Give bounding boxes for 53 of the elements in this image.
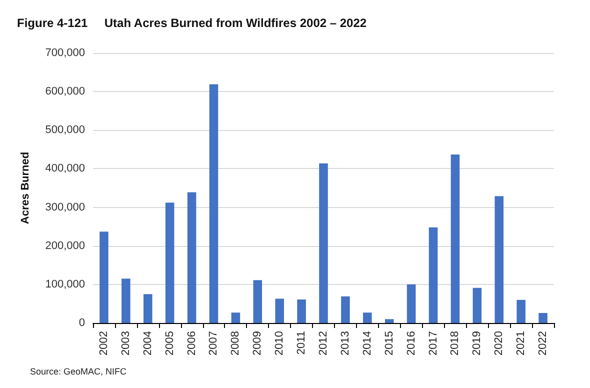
x-tick-label: 2004 bbox=[142, 331, 154, 356]
x-tick-label: 2015 bbox=[383, 331, 396, 356]
x-tick-label: 2020 bbox=[493, 331, 506, 356]
y-tick-label: 200,000 bbox=[45, 240, 85, 252]
bar bbox=[100, 232, 108, 323]
x-tick-label: 2006 bbox=[186, 331, 198, 356]
bar bbox=[516, 300, 526, 323]
bar bbox=[319, 163, 328, 323]
bar bbox=[363, 312, 372, 323]
bar bbox=[538, 312, 548, 323]
x-tick-label: 2017 bbox=[427, 331, 440, 356]
bar bbox=[406, 284, 416, 323]
x-tick-label: 2009 bbox=[252, 331, 264, 356]
y-tick-label: 100,000 bbox=[45, 278, 85, 290]
y-axis-title: Acres Burned bbox=[20, 152, 32, 224]
y-tick-label: 0 bbox=[78, 317, 85, 329]
x-tick-label: 2016 bbox=[405, 331, 418, 356]
chart-title: Figure 4-121 Utah Acres Burned from Wildfires 2002 – 2022 bbox=[17, 16, 367, 30]
bar bbox=[187, 192, 196, 323]
x-tick-label: 2011 bbox=[296, 331, 308, 355]
source-note: Source: GeoMAC, NIFC bbox=[30, 366, 128, 376]
x-tick-label: 2019 bbox=[471, 331, 484, 356]
x-tick-label: 2003 bbox=[120, 331, 132, 356]
y-tick-label: 700,000 bbox=[45, 47, 85, 59]
bar bbox=[253, 280, 262, 323]
x-tick-label: 2014 bbox=[361, 331, 374, 356]
x-tick-label: 2002 bbox=[98, 331, 110, 356]
bar bbox=[472, 288, 482, 323]
bar bbox=[494, 196, 504, 323]
bar bbox=[165, 202, 174, 323]
x-tick-label: 2010 bbox=[274, 331, 286, 356]
bar bbox=[231, 312, 240, 323]
y-tick-label: 400,000 bbox=[45, 162, 85, 175]
y-tick-label: 500,000 bbox=[45, 124, 85, 136]
y-tick-label: 300,000 bbox=[45, 201, 85, 214]
x-tick-label: 2008 bbox=[230, 331, 242, 356]
bar bbox=[341, 296, 350, 323]
x-tick-label: 2022 bbox=[537, 331, 550, 356]
bar bbox=[143, 294, 152, 323]
bar bbox=[384, 319, 394, 323]
x-tick-label: 2005 bbox=[164, 331, 176, 356]
y-tick-label: 600,000 bbox=[45, 86, 85, 98]
x-tick-label: 2018 bbox=[449, 331, 462, 356]
bar bbox=[209, 84, 218, 323]
x-tick-label: 2013 bbox=[339, 331, 352, 356]
bar bbox=[297, 299, 306, 323]
bar bbox=[450, 154, 460, 323]
bar bbox=[122, 278, 130, 323]
x-tick-label: 2012 bbox=[318, 331, 330, 356]
bar bbox=[275, 298, 284, 323]
x-tick-label: 2007 bbox=[208, 331, 220, 356]
bar bbox=[428, 227, 438, 323]
x-tick-label: 2021 bbox=[515, 331, 528, 356]
